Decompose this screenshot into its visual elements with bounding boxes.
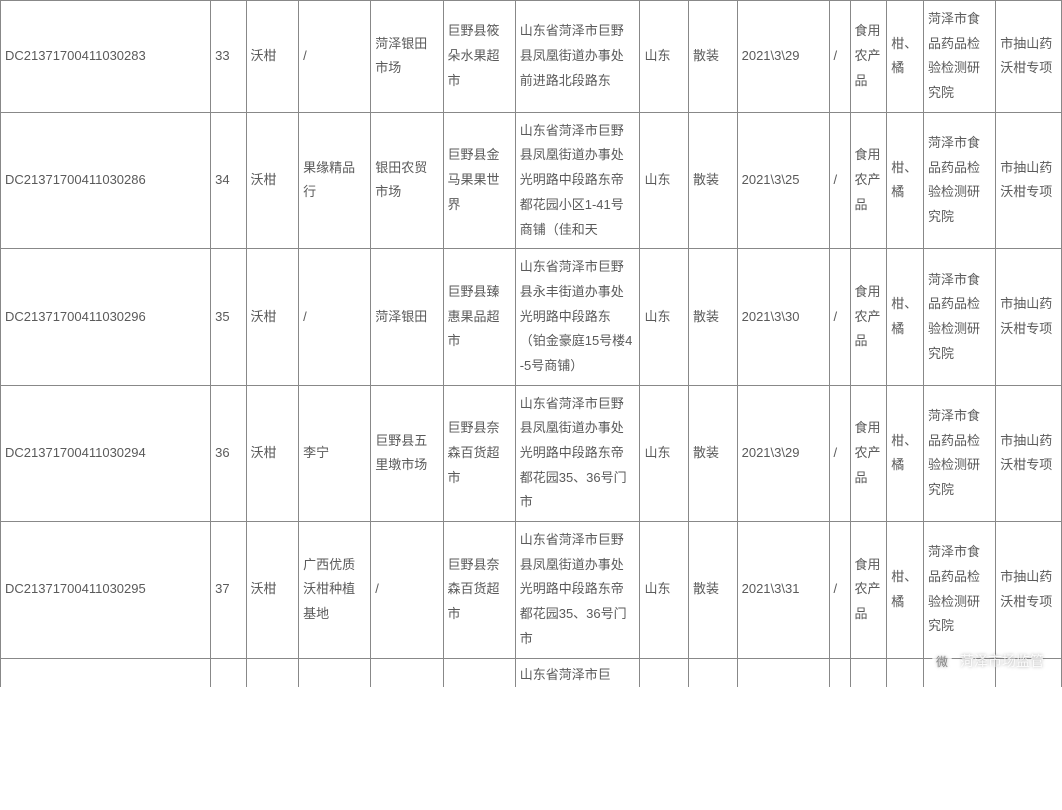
slash-cell: /: [829, 249, 850, 385]
table-row: DC2137170041103029537沃柑广西优质沃柑种植基地/巨野县奈森百…: [1, 522, 1062, 658]
sample-id-cell: DC21371700411030296: [1, 249, 211, 385]
package-cell: 散装: [689, 385, 738, 521]
sample-id-cell: DC21371700411030295: [1, 522, 211, 658]
date-cell: 2021\3\30: [737, 249, 829, 385]
sequence-cell: 35: [211, 249, 246, 385]
subcategory-cell: 柑、橘: [887, 1, 924, 113]
province-cell: 山东: [640, 385, 689, 521]
package-cell: 散装: [689, 1, 738, 113]
store-cell: [443, 658, 515, 687]
project-cell: 市抽山药沃柑专项: [996, 249, 1062, 385]
supplier-cell: /: [299, 249, 371, 385]
category-cell: 食用农产品: [850, 522, 887, 658]
institution-cell: 菏泽市食品药品检验检测研究院: [924, 1, 996, 113]
project-cell: 市抽山药沃柑专项: [996, 1, 1062, 113]
wechat-icon: 微: [932, 651, 952, 671]
supplier-cell: 广西优质沃柑种植基地: [299, 522, 371, 658]
package-cell: 散装: [689, 522, 738, 658]
store-cell: 巨野县金马果果世界: [443, 112, 515, 248]
date-cell: 2021\3\25: [737, 112, 829, 248]
date-cell: [737, 658, 829, 687]
institution-cell: 菏泽市食品药品检验检测研究院: [924, 112, 996, 248]
slash-cell: [829, 658, 850, 687]
product-name-cell: 沃柑: [246, 385, 299, 521]
category-cell: 食用农产品: [850, 1, 887, 113]
slash-cell: /: [829, 1, 850, 113]
slash-cell: /: [829, 522, 850, 658]
product-name-cell: 沃柑: [246, 1, 299, 113]
category-cell: [850, 658, 887, 687]
project-cell: 市抽山药沃柑专项: [996, 385, 1062, 521]
sequence-cell: 33: [211, 1, 246, 113]
category-cell: 食用农产品: [850, 249, 887, 385]
supplier-cell: /: [299, 1, 371, 113]
store-cell: 巨野县奈森百货超市: [443, 385, 515, 521]
subcategory-cell: 柑、橘: [887, 112, 924, 248]
date-cell: 2021\3\31: [737, 522, 829, 658]
subcategory-cell: 柑、橘: [887, 385, 924, 521]
table-row: DC2137170041103028634沃柑果缘精品行银田农贸市场巨野县金马果…: [1, 112, 1062, 248]
institution-cell: 菏泽市食品药品检验检测研究院: [924, 249, 996, 385]
market-cell: 菏泽银田: [371, 249, 443, 385]
market-cell: 巨野县五里墩市场: [371, 385, 443, 521]
institution-cell: 菏泽市食品药品检验检测研究院: [924, 522, 996, 658]
sample-id-cell: DC21371700411030294: [1, 385, 211, 521]
product-name-cell: 沃柑: [246, 522, 299, 658]
address-cell: 山东省菏泽市巨野县凤凰街道办事处前进路北段路东: [515, 1, 640, 113]
market-cell: /: [371, 522, 443, 658]
watermark-text: 菏泽市场监管: [960, 651, 1044, 671]
project-cell: 市抽山药沃柑专项: [996, 112, 1062, 248]
package-cell: [689, 658, 738, 687]
sample-id-cell: DC21371700411030283: [1, 1, 211, 113]
province-cell: 山东: [640, 249, 689, 385]
supplier-cell: [299, 658, 371, 687]
province-cell: 山东: [640, 1, 689, 113]
subcategory-cell: [887, 658, 924, 687]
store-cell: 巨野县奈森百货超市: [443, 522, 515, 658]
sequence-cell: 36: [211, 385, 246, 521]
supplier-cell: 李宁: [299, 385, 371, 521]
table-body: DC2137170041103028333沃柑/菏泽银田市场巨野县筱朵水果超市山…: [1, 1, 1062, 688]
province-cell: 山东: [640, 112, 689, 248]
slash-cell: /: [829, 385, 850, 521]
slash-cell: /: [829, 112, 850, 248]
address-cell: 山东省菏泽市巨野县凤凰街道办事处光明路中段路东帝都花园小区1-41号商铺（佳和天: [515, 112, 640, 248]
market-cell: 银田农贸市场: [371, 112, 443, 248]
store-cell: 巨野县臻惠果品超市: [443, 249, 515, 385]
package-cell: 散装: [689, 249, 738, 385]
inspection-table: DC2137170041103028333沃柑/菏泽银田市场巨野县筱朵水果超市山…: [0, 0, 1062, 687]
sample-id-cell: [1, 658, 211, 687]
table-row: DC2137170041103029436沃柑李宁巨野县五里墩市场巨野县奈森百货…: [1, 385, 1062, 521]
province-cell: [640, 658, 689, 687]
institution-cell: 菏泽市食品药品检验检测研究院: [924, 385, 996, 521]
address-cell: 山东省菏泽市巨: [515, 658, 640, 687]
sample-id-cell: DC21371700411030286: [1, 112, 211, 248]
product-name-cell: 沃柑: [246, 249, 299, 385]
table-row: DC2137170041103028333沃柑/菏泽银田市场巨野县筱朵水果超市山…: [1, 1, 1062, 113]
date-cell: 2021\3\29: [737, 1, 829, 113]
address-cell: 山东省菏泽市巨野县凤凰街道办事处光明路中段路东帝都花园35、36号门市: [515, 385, 640, 521]
table-row-partial: 山东省菏泽市巨: [1, 658, 1062, 687]
category-cell: 食用农产品: [850, 385, 887, 521]
wechat-watermark: 微 菏泽市场监管: [932, 651, 1044, 671]
address-cell: 山东省菏泽市巨野县永丰街道办事处光明路中段路东（铂金豪庭15号楼4-5号商铺）: [515, 249, 640, 385]
address-cell: 山东省菏泽市巨野县凤凰街道办事处光明路中段路东帝都花园35、36号门市: [515, 522, 640, 658]
supplier-cell: 果缘精品行: [299, 112, 371, 248]
product-name-cell: [246, 658, 299, 687]
product-name-cell: 沃柑: [246, 112, 299, 248]
subcategory-cell: 柑、橘: [887, 249, 924, 385]
date-cell: 2021\3\29: [737, 385, 829, 521]
table-row: DC2137170041103029635沃柑/菏泽银田巨野县臻惠果品超市山东省…: [1, 249, 1062, 385]
sequence-cell: [211, 658, 246, 687]
project-cell: 市抽山药沃柑专项: [996, 522, 1062, 658]
store-cell: 巨野县筱朵水果超市: [443, 1, 515, 113]
market-cell: [371, 658, 443, 687]
market-cell: 菏泽银田市场: [371, 1, 443, 113]
subcategory-cell: 柑、橘: [887, 522, 924, 658]
category-cell: 食用农产品: [850, 112, 887, 248]
sequence-cell: 34: [211, 112, 246, 248]
sequence-cell: 37: [211, 522, 246, 658]
package-cell: 散装: [689, 112, 738, 248]
province-cell: 山东: [640, 522, 689, 658]
